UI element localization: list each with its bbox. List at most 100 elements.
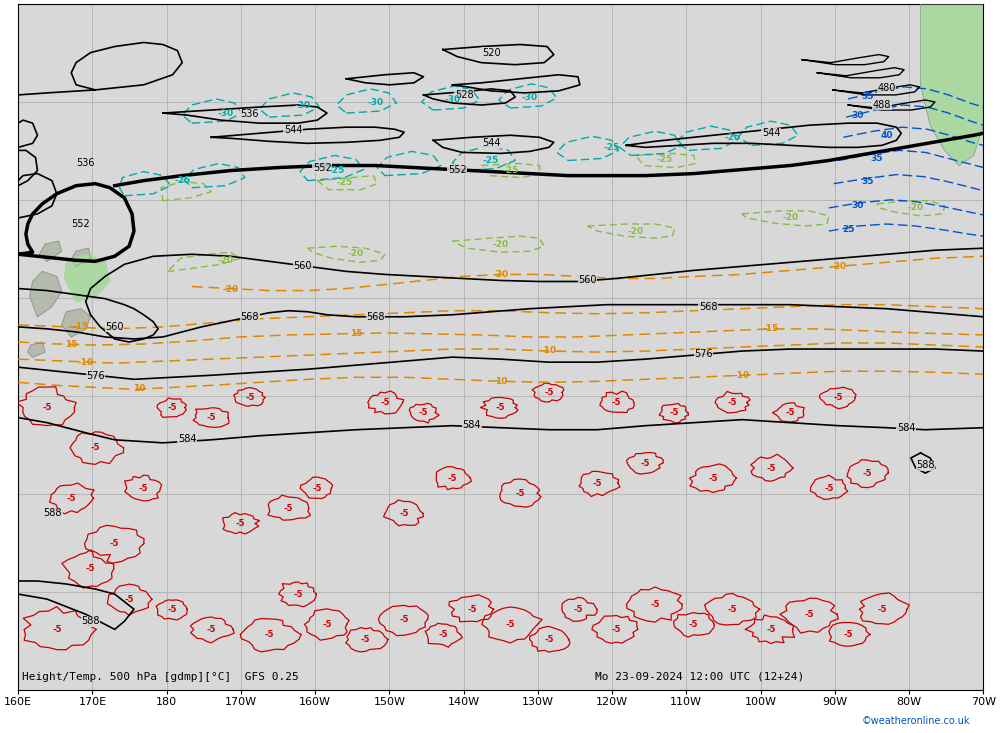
Text: -5: -5 [448,474,457,482]
Text: 544: 544 [482,139,500,148]
Text: -5: -5 [124,594,134,604]
Text: -15: -15 [763,325,779,334]
Text: -5: -5 [245,393,255,402]
Text: 25: 25 [842,224,854,234]
Text: 544: 544 [284,125,302,135]
Text: -5: -5 [284,504,293,513]
Text: -25: -25 [174,176,190,185]
Text: 520: 520 [482,48,500,58]
Text: 536: 536 [76,158,95,169]
Polygon shape [30,271,62,317]
Text: 588: 588 [81,616,100,626]
Text: -20: -20 [782,213,798,222]
Text: 15: 15 [350,329,362,339]
Text: -25: -25 [329,166,345,175]
Text: 40: 40 [881,130,893,140]
Text: -5: -5 [670,408,679,417]
Text: -25: -25 [483,156,499,165]
Text: -5: -5 [689,620,698,629]
Text: -20: -20 [628,226,644,235]
Text: -5: -5 [515,489,525,498]
Text: -20: -20 [222,285,239,294]
Text: -20: -20 [830,262,847,271]
Text: -5: -5 [235,519,245,528]
Text: -5: -5 [612,625,621,634]
Text: -5: -5 [824,484,834,493]
Text: -5: -5 [728,398,737,407]
Text: -5: -5 [766,625,776,634]
Text: -5: -5 [506,620,515,629]
Text: Height/Temp. 500 hPa [gdmp][°C]  GFS 0.25: Height/Temp. 500 hPa [gdmp][°C] GFS 0.25 [22,672,299,682]
Polygon shape [71,248,91,266]
Text: -30: -30 [367,98,383,108]
Text: -5: -5 [592,479,602,487]
Polygon shape [28,342,45,357]
Text: -25: -25 [657,155,673,164]
Text: -5: -5 [843,630,853,639]
Text: -5: -5 [877,605,887,614]
Text: -5: -5 [168,605,177,614]
Text: -5: -5 [419,408,428,417]
Text: -5: -5 [766,463,776,473]
Text: -5: -5 [612,398,621,407]
Text: -5: -5 [544,635,554,644]
Text: -5: -5 [544,388,554,397]
Text: -5: -5 [91,443,100,452]
Text: Mo 23-09-2024 12:00 UTC (12+24): Mo 23-09-2024 12:00 UTC (12+24) [595,672,805,682]
Text: 560: 560 [105,322,124,332]
Text: -5: -5 [728,605,737,614]
Text: 576: 576 [694,349,713,359]
Text: 568: 568 [699,302,717,312]
Text: 584: 584 [178,434,196,443]
Text: -30: -30 [218,108,234,117]
Text: 560: 560 [294,262,312,271]
Text: -30: -30 [444,95,461,105]
Text: -5: -5 [168,403,177,412]
Text: 480: 480 [878,83,896,93]
Text: -5: -5 [206,413,216,422]
Text: -5: -5 [110,539,119,548]
Text: -20: -20 [493,270,509,279]
Text: -5: -5 [863,468,872,478]
Polygon shape [62,309,91,337]
Text: 544: 544 [762,128,780,139]
Text: -25: -25 [724,133,740,141]
Text: -25: -25 [604,143,620,152]
Text: -20: -20 [218,256,234,265]
Text: -25: -25 [502,166,518,175]
Text: 30: 30 [852,202,864,210]
Text: 35: 35 [871,154,883,163]
Text: 536: 536 [241,109,259,119]
Text: -5: -5 [708,474,718,482]
Text: -30: -30 [522,93,538,103]
Text: 560: 560 [578,276,597,285]
Text: -5: -5 [496,403,505,412]
Text: -5: -5 [293,589,303,599]
Text: 528: 528 [455,90,473,100]
Text: -5: -5 [573,605,583,614]
Text: -15: -15 [73,323,89,331]
Text: 15: 15 [65,339,77,348]
Text: -20: -20 [493,240,509,248]
Polygon shape [64,254,110,302]
Text: -10: -10 [541,345,557,355]
Text: -5: -5 [399,509,409,518]
Text: -10: -10 [78,358,94,366]
Text: -5: -5 [380,398,390,407]
Text: -5: -5 [361,635,370,644]
Text: -5: -5 [641,459,650,468]
Text: 552: 552 [72,219,90,229]
Text: -5: -5 [264,630,274,639]
Text: 576: 576 [86,372,105,381]
Polygon shape [921,4,983,166]
Text: 488: 488 [873,100,891,110]
Text: -25: -25 [336,178,352,187]
Text: -5: -5 [52,625,62,634]
Text: -5: -5 [650,600,660,608]
Text: 584: 584 [463,420,481,430]
Text: 568: 568 [241,312,259,322]
Text: -5: -5 [438,630,448,639]
Text: -5: -5 [313,484,322,493]
Text: -5: -5 [805,610,814,619]
Text: 35: 35 [861,92,874,101]
